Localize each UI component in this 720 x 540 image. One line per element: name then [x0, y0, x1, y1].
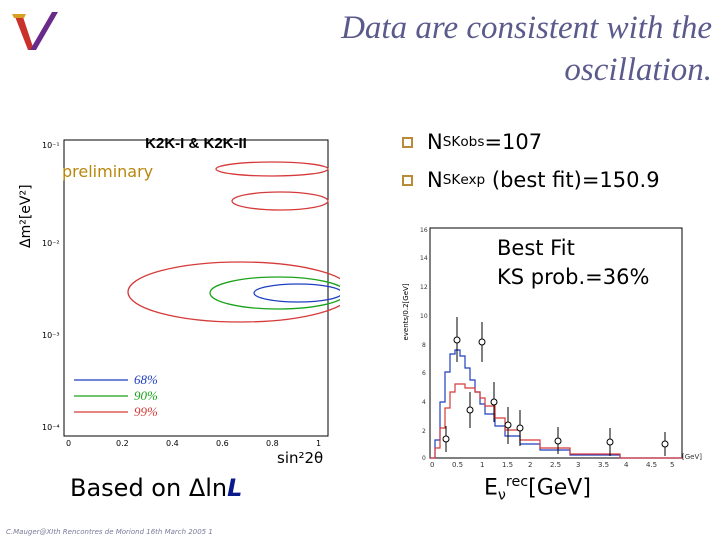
histogram-frame — [429, 227, 683, 459]
contour-99-main — [127, 261, 340, 323]
svg-text:4: 4 — [624, 461, 629, 469]
contour-99-upper — [215, 161, 329, 177]
x-tick: 0 — [66, 439, 71, 448]
footer-credit: C.Mauger@XIth Rencontres de Moriond 16th… — [6, 528, 213, 536]
svg-text:0: 0 — [422, 455, 426, 462]
histogram-x-ticks: 0 0.5 1 1.5 2 2.5 3 3.5 4 4.5 5 [GeV] — [430, 453, 702, 469]
energy-axis-label: Eνrec[GeV] — [484, 474, 591, 504]
slide-title-line1: Data are consistent with the — [341, 10, 712, 46]
histogram-red-series — [430, 383, 682, 459]
y-axis-label: Δm²[eV²] — [18, 184, 34, 248]
bullet-sup: obs — [460, 134, 485, 150]
svg-text:16: 16 — [420, 227, 428, 234]
histogram-y-ticks: 0 2 4 6 8 10 12 14 16 — [420, 227, 428, 462]
svg-text:10: 10 — [420, 313, 428, 320]
bullet-text: N — [427, 130, 443, 154]
best-fit-box: Best Fit KS prob.=36% — [497, 234, 649, 292]
legend-label-90: 90% — [134, 388, 158, 403]
bullet-value: (best fit)=150.9 — [485, 168, 660, 192]
histogram-y-label: events/0.2[GeV] — [402, 283, 410, 340]
x-axis-label: sin²2θ — [277, 449, 324, 467]
bullet-icon — [402, 136, 413, 148]
y-tick: 10⁻⁴ — [42, 423, 60, 432]
best-fit-title: Best Fit — [497, 236, 575, 260]
based-on-label: Based on ΔlnL — [70, 474, 243, 502]
svg-text:2: 2 — [528, 461, 532, 469]
svg-text:1: 1 — [480, 461, 484, 469]
ks-probability: KS prob.=36% — [497, 265, 650, 289]
y-tick: 10⁻¹ — [42, 141, 60, 150]
bullet-value: =107 — [484, 130, 543, 154]
x-tick: 0.2 — [116, 439, 129, 448]
legend-label-68: 68% — [134, 372, 158, 387]
svg-text:[GeV]: [GeV] — [682, 453, 702, 461]
svg-text:0: 0 — [430, 461, 434, 469]
svg-text:2: 2 — [422, 428, 426, 435]
bullet-icon — [402, 174, 413, 186]
bullet-list: N SK obs =107 N SK exp (best fit)=150.9 — [402, 123, 660, 199]
svg-text:1.5: 1.5 — [502, 461, 513, 469]
x-tick: 0.4 — [166, 439, 179, 448]
preliminary-label: preliminary — [62, 162, 154, 181]
contour-plot-title: K2K-I & K2K-II — [145, 135, 247, 152]
x-tick: 1 — [316, 439, 321, 448]
slide-title-line2: oscillation. — [564, 52, 712, 88]
bullet-sub: SK — [442, 172, 461, 188]
svg-text:4.5: 4.5 — [646, 461, 657, 469]
contour-plot-frame — [63, 139, 329, 437]
svg-text:6: 6 — [422, 370, 426, 377]
legend-label-99: 99% — [134, 404, 158, 419]
bullet-item: N SK exp (best fit)=150.9 — [402, 161, 660, 199]
contour-plot: K2K-I & K2K-II 10⁻¹ 10⁻² 10⁻³ 10⁻⁴ 0 0.2… — [42, 135, 340, 448]
svg-text:12: 12 — [420, 284, 428, 291]
svg-text:3.5: 3.5 — [598, 461, 609, 469]
svg-text:0.5: 0.5 — [452, 461, 463, 469]
svg-text:14: 14 — [420, 255, 428, 262]
histogram-data-points — [442, 317, 669, 456]
y-tick: 10⁻² — [42, 239, 60, 248]
x-tick: 0.6 — [216, 439, 229, 448]
energy-histogram: events/0.2[GeV] 0 2 4 6 8 10 12 14 16 0 … — [402, 227, 702, 469]
contour-99-mid — [231, 191, 329, 211]
svg-text:5: 5 — [670, 461, 674, 469]
svg-text:3: 3 — [576, 461, 580, 469]
svg-text:4: 4 — [422, 399, 426, 406]
contour-90 — [209, 276, 340, 310]
bullet-text: N — [427, 168, 443, 192]
svg-text:8: 8 — [422, 342, 426, 349]
y-tick: 10⁻³ — [42, 331, 60, 340]
contour-68 — [253, 283, 340, 303]
x-tick: 0.8 — [266, 439, 279, 448]
svg-text:2.5: 2.5 — [550, 461, 561, 469]
logo-icon — [12, 12, 58, 50]
bullet-sup: exp — [460, 172, 486, 188]
bullet-sub: SK — [442, 134, 461, 150]
bullet-item: N SK obs =107 — [402, 123, 660, 161]
